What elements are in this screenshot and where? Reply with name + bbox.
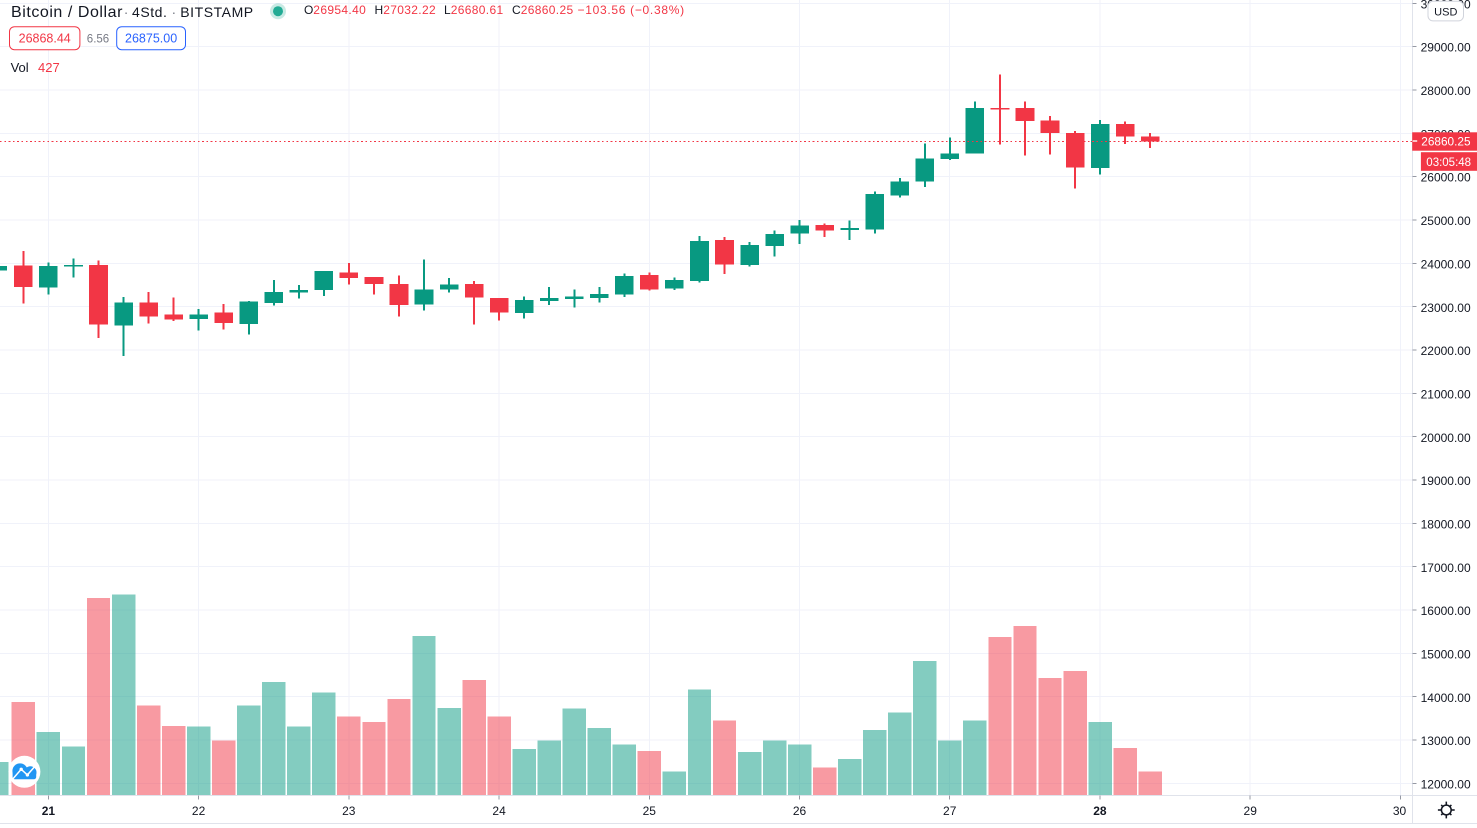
svg-text:−103.56 (−0.38%): −103.56 (−0.38%) [578, 3, 685, 17]
svg-text:26680.61: 26680.61 [451, 3, 504, 17]
svg-text:·: · [124, 4, 129, 20]
svg-text:28: 28 [1093, 804, 1107, 818]
svg-text:26860.25: 26860.25 [1421, 135, 1471, 149]
svg-text:427: 427 [38, 60, 60, 75]
svg-text:16000.00: 16000.00 [1421, 604, 1471, 618]
svg-text:28000.00: 28000.00 [1421, 84, 1471, 98]
svg-text:L: L [444, 3, 451, 17]
svg-text:26000.00: 26000.00 [1421, 171, 1471, 185]
svg-text:C: C [512, 3, 521, 17]
svg-text:22000.00: 22000.00 [1421, 344, 1471, 358]
svg-text:18000.00: 18000.00 [1421, 518, 1471, 532]
svg-text:30: 30 [1393, 804, 1407, 818]
svg-text:12000.00: 12000.00 [1421, 778, 1471, 792]
svg-text:24000.00: 24000.00 [1421, 257, 1471, 271]
svg-text:29000.00: 29000.00 [1421, 41, 1471, 55]
svg-text:H: H [375, 3, 384, 17]
svg-text:03:05:48: 03:05:48 [1426, 157, 1471, 169]
svg-text:26954.40: 26954.40 [313, 3, 366, 17]
svg-text:19000.00: 19000.00 [1421, 474, 1471, 488]
svg-text:14000.00: 14000.00 [1421, 691, 1471, 705]
svg-text:26: 26 [793, 804, 807, 818]
svg-text:17000.00: 17000.00 [1421, 561, 1471, 575]
svg-text:Bitcoin / Dollar: Bitcoin / Dollar [11, 4, 123, 21]
svg-text:15000.00: 15000.00 [1421, 648, 1471, 662]
svg-text:25: 25 [643, 804, 657, 818]
svg-text:27: 27 [943, 804, 957, 818]
svg-text:6.56: 6.56 [87, 33, 109, 45]
svg-text:24: 24 [492, 804, 506, 818]
svg-text:13000.00: 13000.00 [1421, 734, 1471, 748]
svg-text:20000.00: 20000.00 [1421, 431, 1471, 445]
svg-text:4Std.: 4Std. [132, 4, 167, 20]
svg-text:O: O [304, 3, 313, 17]
svg-text:Vol: Vol [11, 60, 29, 75]
svg-text:USD: USD [1434, 6, 1457, 18]
svg-text:22: 22 [192, 804, 206, 818]
svg-text:21000.00: 21000.00 [1421, 387, 1471, 401]
svg-text:29: 29 [1244, 804, 1258, 818]
svg-text:26875.00: 26875.00 [125, 32, 177, 46]
svg-text:·: · [172, 4, 177, 20]
svg-text:25000.00: 25000.00 [1421, 214, 1471, 228]
svg-text:23000.00: 23000.00 [1421, 301, 1471, 315]
svg-text:27032.22: 27032.22 [383, 3, 436, 17]
svg-text:BITSTAMP: BITSTAMP [180, 4, 253, 20]
svg-text:23: 23 [342, 804, 356, 818]
svg-text:26860.25: 26860.25 [521, 3, 574, 17]
svg-text:21: 21 [42, 804, 56, 818]
svg-text:26868.44: 26868.44 [19, 32, 71, 46]
